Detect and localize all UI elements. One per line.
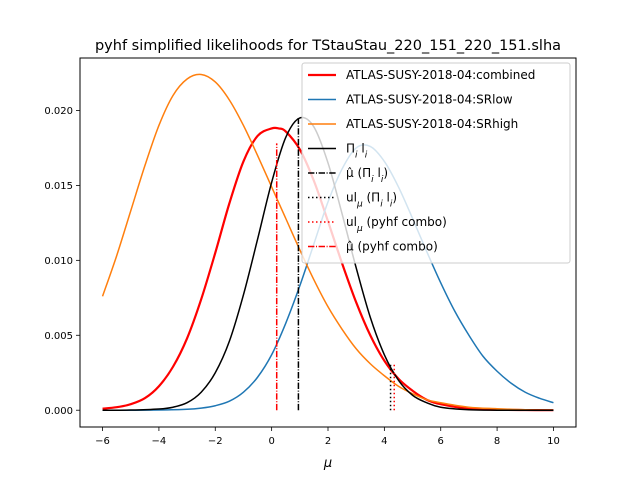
x-tick-label: 2: [325, 436, 331, 447]
x-tick-label: 8: [494, 436, 500, 447]
srhigh-likelihood-curve: [101, 73, 554, 411]
y-tick-label: 0.000: [44, 406, 73, 417]
legend-label: ATLAS-SUSY-2018-04:SRhigh: [346, 117, 518, 131]
x-tick-label: 4: [381, 436, 387, 447]
legend-label: ulμ (pyhf combo): [346, 215, 447, 234]
legend-label: Πi li: [346, 142, 368, 161]
chart-title: pyhf simplified likelihoods for TStauSta…: [95, 38, 561, 54]
x-tick-label: −4: [152, 436, 167, 447]
legend-label: μ̂ (Πi li): [346, 166, 388, 185]
x-axis-label: μ: [323, 456, 332, 471]
legend-label: ulμ (Πi li): [346, 191, 397, 210]
x-tick-label: 6: [438, 436, 444, 447]
legend-box: [301, 62, 571, 264]
legend-label: ATLAS-SUSY-2018-04:combined: [346, 68, 535, 82]
x-tick-label: 0: [268, 436, 274, 447]
y-tick-label: 0.010: [44, 256, 73, 267]
legend-label: μ̂ (pyhf combo): [346, 240, 438, 254]
x-tick-label: −2: [208, 436, 223, 447]
x-axis: −6 −4 −2 0 2 4 6 8 10: [95, 427, 560, 447]
x-tick-label: −6: [95, 436, 110, 447]
estimate-lines: [275, 117, 395, 411]
y-axis: 0.000 0.005 0.010 0.015 0.020: [44, 106, 80, 417]
y-tick-label: 0.015: [44, 181, 73, 192]
legend: ATLAS-SUSY-2018-04:combined ATLAS-SUSY-20…: [301, 62, 571, 264]
x-tick-label: 10: [547, 436, 560, 447]
legend-label: ATLAS-SUSY-2018-04:SRlow: [346, 93, 513, 107]
y-tick-label: 0.005: [44, 331, 73, 342]
y-tick-label: 0.020: [44, 106, 73, 117]
